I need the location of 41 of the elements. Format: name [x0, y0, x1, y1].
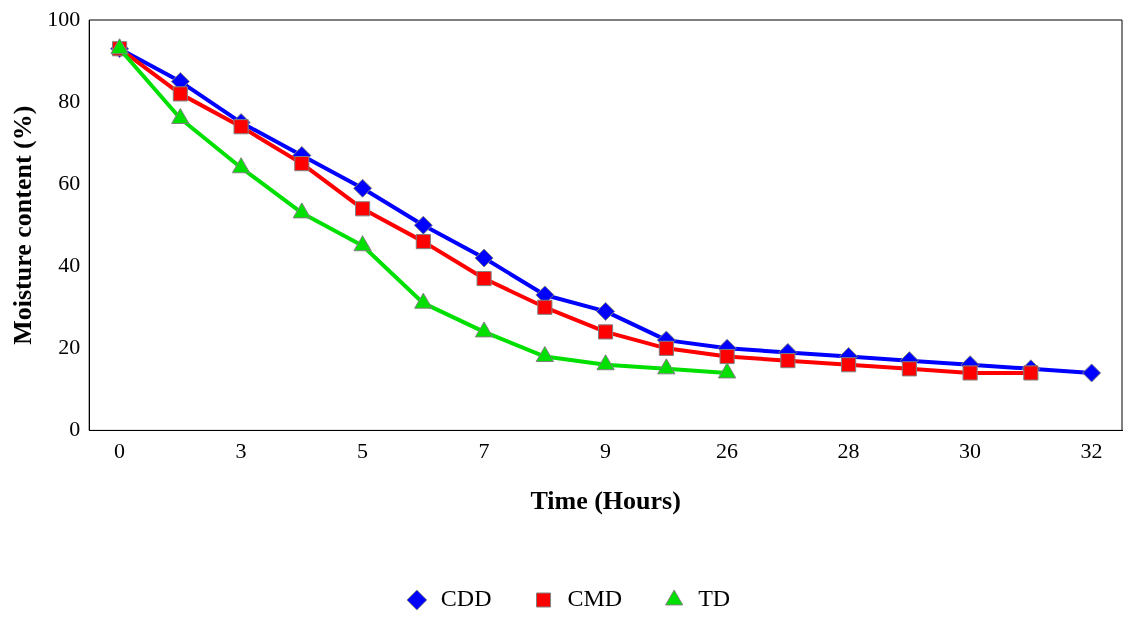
point: [415, 234, 431, 250]
point: [719, 348, 735, 365]
point: [413, 215, 433, 235]
point: [841, 357, 857, 373]
x-tick-label: 30: [959, 438, 982, 464]
point: [172, 86, 188, 102]
y-tick-label: 20: [58, 334, 81, 360]
x-tick-label: 32: [1080, 438, 1103, 464]
y-tick-label: 60: [58, 169, 81, 195]
x-tick-label: 5: [357, 438, 369, 464]
x-tick-label: 9: [600, 438, 612, 464]
point: [474, 248, 494, 268]
point: [598, 324, 614, 340]
legend-label: CDD: [440, 585, 492, 612]
y-tick-label: 0: [69, 416, 81, 442]
y-tick-label: 100: [47, 5, 81, 31]
legend-label: CMD: [567, 585, 623, 612]
x-tick-label: 28: [837, 438, 860, 464]
point: [353, 178, 373, 198]
point: [1023, 365, 1039, 381]
point: [355, 201, 371, 217]
y-tick-label: 40: [58, 252, 81, 278]
point: [962, 365, 978, 381]
point: [294, 156, 310, 172]
point: [596, 301, 616, 321]
point: [901, 361, 917, 377]
point: [535, 346, 555, 363]
point: [1082, 363, 1102, 383]
point: [537, 299, 553, 315]
point: [658, 340, 674, 356]
legend-label: TD: [698, 585, 731, 612]
point: [233, 119, 249, 135]
point: [780, 353, 796, 369]
y-axis-title: Moisture content (%): [8, 105, 38, 345]
x-tick-label: 3: [235, 438, 247, 464]
x-axis-title: Time (Hours): [530, 486, 681, 516]
y-tick-label: 80: [58, 87, 81, 113]
x-tick-label: 7: [478, 438, 490, 464]
x-tick-label: 26: [716, 438, 739, 464]
x-tick-label: 0: [114, 438, 126, 464]
point: [476, 270, 492, 287]
